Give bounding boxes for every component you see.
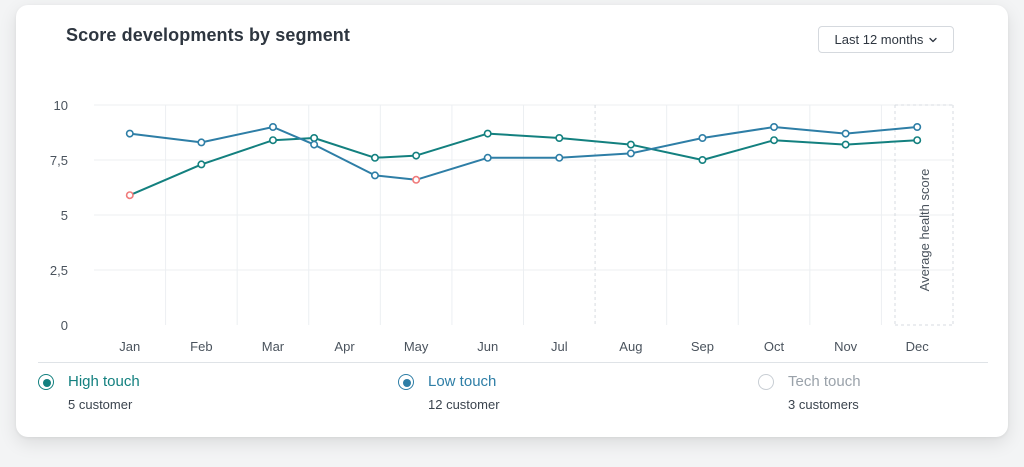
x-tick-label: Feb xyxy=(190,339,212,354)
x-tick-label: Nov xyxy=(834,339,858,354)
data-point xyxy=(125,129,134,138)
x-tick-label: Apr xyxy=(334,339,355,354)
y-tick-label: 0 xyxy=(61,318,68,333)
chevron-down-icon xyxy=(929,37,938,42)
data-point xyxy=(370,171,379,180)
data-point xyxy=(626,140,635,149)
legend-label: Low touch xyxy=(428,373,497,390)
data-point xyxy=(555,153,564,162)
line-chart: 0 2,5 5 7,5 10 Jan Feb Mar Apr May Jun Jul Aug Sep Oct… xyxy=(50,98,954,354)
data-point xyxy=(310,134,319,143)
data-point xyxy=(555,134,564,143)
data-point xyxy=(310,140,319,149)
data-point xyxy=(770,123,779,132)
y-tick-label: 7,5 xyxy=(50,153,68,168)
data-point xyxy=(268,136,277,145)
y-axis-title: Average health score xyxy=(917,169,932,292)
x-tick-label: Jul xyxy=(551,339,568,354)
data-point xyxy=(698,156,707,165)
data-point xyxy=(483,129,492,138)
x-tick-label: Aug xyxy=(619,339,642,354)
legend-label: Tech touch xyxy=(788,373,861,390)
y-tick-label: 5 xyxy=(61,208,68,223)
date-range-dropdown[interactable]: Last 12 months xyxy=(818,26,954,53)
x-tick-label: Jan xyxy=(119,339,140,354)
data-point xyxy=(197,138,206,147)
radio-icon[interactable] xyxy=(398,374,414,390)
date-range-label: Last 12 months xyxy=(834,32,924,47)
data-point xyxy=(268,123,277,132)
legend-count: 12 customer xyxy=(428,397,500,412)
legend-divider xyxy=(38,362,988,363)
data-point xyxy=(412,151,421,160)
x-tick-label: May xyxy=(404,339,429,354)
legend-count: 3 customers xyxy=(788,397,859,412)
x-tick-label: Jun xyxy=(477,339,498,354)
legend-count: 5 customer xyxy=(68,397,133,412)
data-point xyxy=(197,160,206,169)
legend-label: High touch xyxy=(68,373,140,390)
data-point xyxy=(412,175,421,184)
x-tick-label: Mar xyxy=(262,339,285,354)
chart-title: Score developments by segment xyxy=(66,25,350,45)
data-point xyxy=(698,134,707,143)
x-tick-label: Sep xyxy=(691,339,714,354)
radio-icon[interactable] xyxy=(38,374,54,390)
y-tick-label: 10 xyxy=(54,98,68,113)
data-point xyxy=(483,153,492,162)
y-tick-label: 2,5 xyxy=(50,263,68,278)
data-point xyxy=(841,129,850,138)
chart-card: Score developments by segment Last 12 mo… xyxy=(16,5,1008,437)
data-point xyxy=(913,123,922,132)
data-point xyxy=(841,140,850,149)
data-point xyxy=(913,136,922,145)
data-point xyxy=(370,153,379,162)
data-point xyxy=(125,191,134,200)
data-point xyxy=(626,149,635,158)
x-tick-label: Dec xyxy=(906,339,930,354)
data-point xyxy=(770,136,779,145)
x-tick-label: Oct xyxy=(764,339,785,354)
radio-icon[interactable] xyxy=(758,374,774,390)
